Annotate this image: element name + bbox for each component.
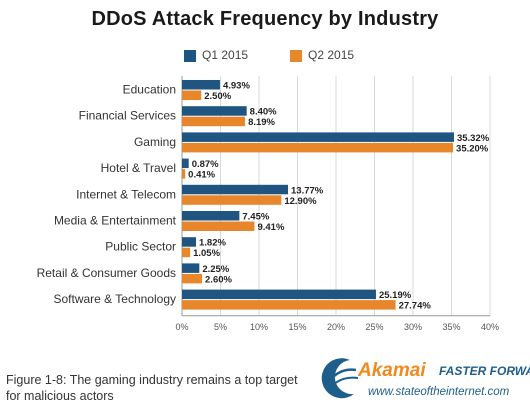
legend-label-q2: Q2 2015 xyxy=(308,48,355,62)
bar-q2 xyxy=(182,169,186,179)
figure-caption: Figure 1-8: The gaming industry remains … xyxy=(6,373,298,403)
data-label: 2.50% xyxy=(204,91,231,102)
bar-q1 xyxy=(182,106,247,116)
x-tick-label: 20% xyxy=(327,322,345,332)
x-tick-label: 0% xyxy=(175,322,188,332)
data-label: 2.25% xyxy=(202,264,229,275)
category-label: Public Sector xyxy=(105,240,176,254)
bar-q1 xyxy=(182,289,376,300)
data-label: 27.74% xyxy=(399,301,432,312)
bar-q2 xyxy=(182,273,203,284)
x-tick-label: 40% xyxy=(481,322,499,332)
category-label: Media & Entertainment xyxy=(54,214,177,228)
legend-swatch-q2 xyxy=(290,50,302,62)
legend-label-q1: Q1 2015 xyxy=(202,48,249,62)
data-label: 0.87% xyxy=(192,159,219,170)
bar-q2 xyxy=(182,116,246,127)
x-tick-label: 5% xyxy=(214,322,227,332)
data-label: 9.41% xyxy=(257,222,284,233)
category-label: Financial Services xyxy=(79,109,176,123)
akamai-swoosh-icon xyxy=(321,358,359,399)
data-label: 2.60% xyxy=(205,274,232,285)
legend-swatch-q1 xyxy=(184,50,196,62)
category-label: Software & Technology xyxy=(53,292,176,306)
bar-q1 xyxy=(182,184,289,195)
logo-brand: Akamai xyxy=(358,360,426,381)
x-tick-label: 10% xyxy=(250,322,268,332)
category-label: Education xyxy=(123,83,176,97)
chart-legend: Q1 2015 Q2 2015 xyxy=(0,48,530,66)
bar-q2 xyxy=(182,142,454,153)
data-label: 7.45% xyxy=(242,212,269,223)
bar-q1 xyxy=(182,237,197,247)
data-label: 8.19% xyxy=(248,117,275,128)
data-label: 25.19% xyxy=(379,290,412,301)
category-label: Gaming xyxy=(134,135,176,149)
x-tick-label: 25% xyxy=(365,322,383,332)
bar-q2 xyxy=(182,221,255,231)
logo-url: www.stateoftheinternet.com xyxy=(368,386,510,398)
data-label: 35.32% xyxy=(457,133,490,144)
bar-q1 xyxy=(182,211,240,221)
bar-q1 xyxy=(182,263,200,273)
akamai-logo: Akamai FASTER FORWARD www.stateoftheinte… xyxy=(320,352,530,408)
category-label: Retail & Consumer Goods xyxy=(37,266,176,280)
x-tick-label: 15% xyxy=(288,322,306,332)
x-tick-label: 30% xyxy=(404,322,422,332)
bar-q2 xyxy=(182,195,282,205)
bar-q1 xyxy=(182,158,189,169)
data-label: 35.20% xyxy=(456,143,489,154)
bar-q2 xyxy=(182,247,191,258)
data-label: 8.40% xyxy=(250,107,277,118)
data-label: 0.41% xyxy=(188,170,215,181)
x-tick-label: 35% xyxy=(442,322,460,332)
bar-q2 xyxy=(182,300,396,310)
logo-tagline: FASTER FORWARD xyxy=(439,364,530,378)
category-label: Hotel & Travel xyxy=(101,161,176,175)
data-label: 1.82% xyxy=(199,238,226,249)
data-label: 13.77% xyxy=(291,185,324,196)
data-label: 1.05% xyxy=(193,248,220,259)
chart-title: DDoS Attack Frequency by Industry xyxy=(91,8,439,30)
data-label: 4.93% xyxy=(223,81,250,92)
bar-q1 xyxy=(182,132,454,142)
bar-q1 xyxy=(182,80,220,90)
bar-q2 xyxy=(182,90,202,100)
data-label: 12.90% xyxy=(284,196,317,207)
category-label: Internet & Telecom xyxy=(76,187,176,201)
bar-chart: 0% 5% 10% 15% 20% 25% 30% 35% 40%Education 4.93%2… xyxy=(37,76,499,332)
